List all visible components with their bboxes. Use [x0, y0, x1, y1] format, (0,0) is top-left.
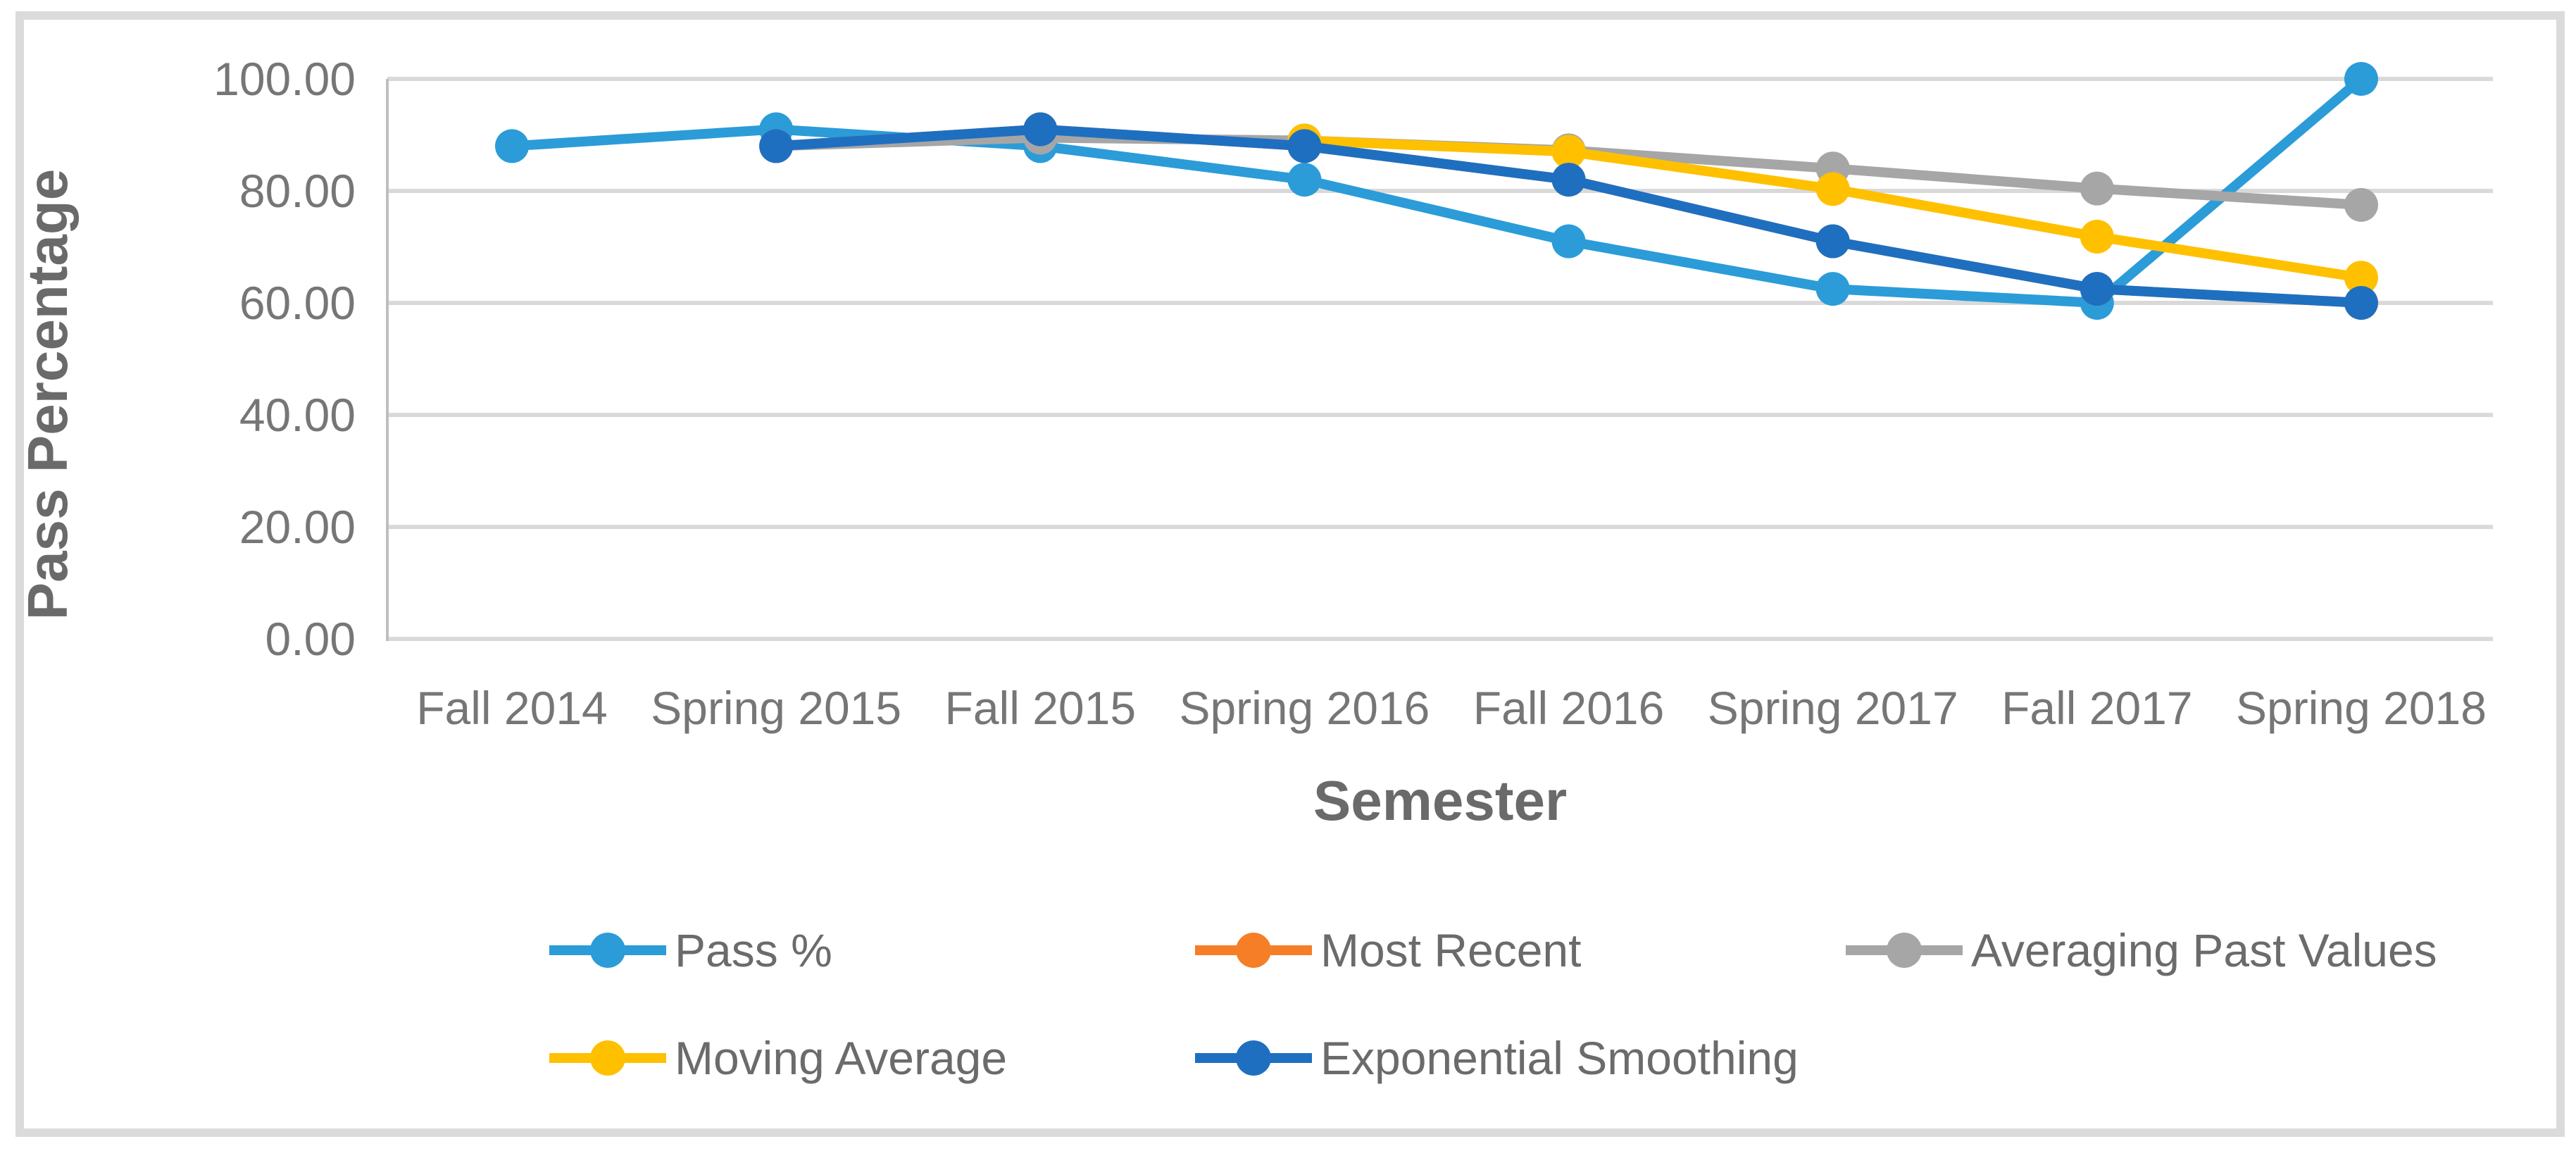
data-point-moving-average-spring-2018 — [2344, 261, 2378, 295]
y-tick-label-100: 100.00 — [213, 53, 356, 105]
category-label-fall-2015: Fall 2015 — [945, 682, 1137, 734]
legend-label-most-recent: Most Recent — [1320, 924, 1581, 976]
data-point-pass-fall-2014 — [495, 129, 529, 163]
legend-item-averaging-past-values: Averaging Past Values — [1846, 924, 2437, 976]
category-label-fall-2017: Fall 2017 — [2001, 682, 2193, 734]
legend-marker-averaging-past-values — [1887, 933, 1922, 968]
data-point-exponential-smoothing-spring-2016 — [1287, 129, 1322, 163]
x-axis-title: Semester — [1313, 769, 1568, 832]
series-line-pass — [507, 74, 2366, 308]
category-label-fall-2016: Fall 2016 — [1473, 682, 1665, 734]
data-point-exponential-smoothing-fall-2016 — [1551, 163, 1586, 197]
data-point-exponential-smoothing-spring-2015 — [759, 129, 794, 163]
category-label-spring-2016: Spring 2016 — [1179, 682, 1430, 734]
data-point-moving-average-fall-2016 — [1551, 135, 1586, 169]
legend-item-most-recent: Most Recent — [1195, 924, 1581, 976]
y-tick-label-60: 60.00 — [239, 277, 356, 329]
category-label-spring-2017: Spring 2017 — [1708, 682, 1958, 734]
data-point-exponential-smoothing-fall-2017 — [2080, 272, 2114, 306]
data-point-averaging-past-values-spring-2018 — [2344, 187, 2378, 222]
series-exponential-smoothing — [759, 112, 2378, 320]
legend-label-exponential-smoothing: Exponential Smoothing — [1320, 1032, 1799, 1084]
legend-item-exponential-smoothing: Exponential Smoothing — [1195, 1032, 1799, 1084]
y-tick-label-20: 20.00 — [239, 501, 356, 553]
category-label-spring-2015: Spring 2015 — [651, 682, 901, 734]
data-point-exponential-smoothing-spring-2018 — [2344, 286, 2378, 320]
data-point-pass-spring-2016 — [1287, 163, 1322, 197]
category-label-spring-2018: Spring 2018 — [2236, 682, 2487, 734]
y-tick-label-80: 80.00 — [239, 165, 356, 217]
legend-item-moving-average: Moving Average — [549, 1032, 1007, 1084]
legend-label-moving-average: Moving Average — [675, 1032, 1007, 1084]
data-point-moving-average-spring-2017 — [1815, 172, 1850, 206]
legend-marker-most-recent — [1236, 933, 1271, 968]
data-point-averaging-past-values-fall-2017 — [2080, 171, 2114, 206]
legend-marker-pass — [590, 933, 625, 968]
data-point-exponential-smoothing-spring-2017 — [1815, 224, 1850, 259]
y-tick-label-0: 0.00 — [265, 613, 356, 665]
legend-marker-exponential-smoothing — [1236, 1040, 1271, 1076]
legend-label-pass: Pass % — [675, 924, 832, 976]
data-point-pass-fall-2016 — [1551, 224, 1586, 259]
legend-item-pass: Pass % — [549, 924, 832, 976]
legend-marker-moving-average — [590, 1040, 625, 1076]
category-label-fall-2014: Fall 2014 — [416, 682, 608, 734]
chart-border — [15, 11, 2565, 1137]
y-axis-title: Pass Percentage — [16, 168, 79, 621]
data-point-pass-spring-2018 — [2344, 62, 2378, 96]
legend-label-averaging-past-values: Averaging Past Values — [1971, 924, 2437, 976]
data-point-pass-spring-2017 — [1815, 272, 1850, 306]
data-point-moving-average-fall-2017 — [2080, 219, 2114, 254]
y-tick-label-40: 40.00 — [239, 389, 356, 441]
data-point-exponential-smoothing-fall-2015 — [1023, 112, 1058, 147]
